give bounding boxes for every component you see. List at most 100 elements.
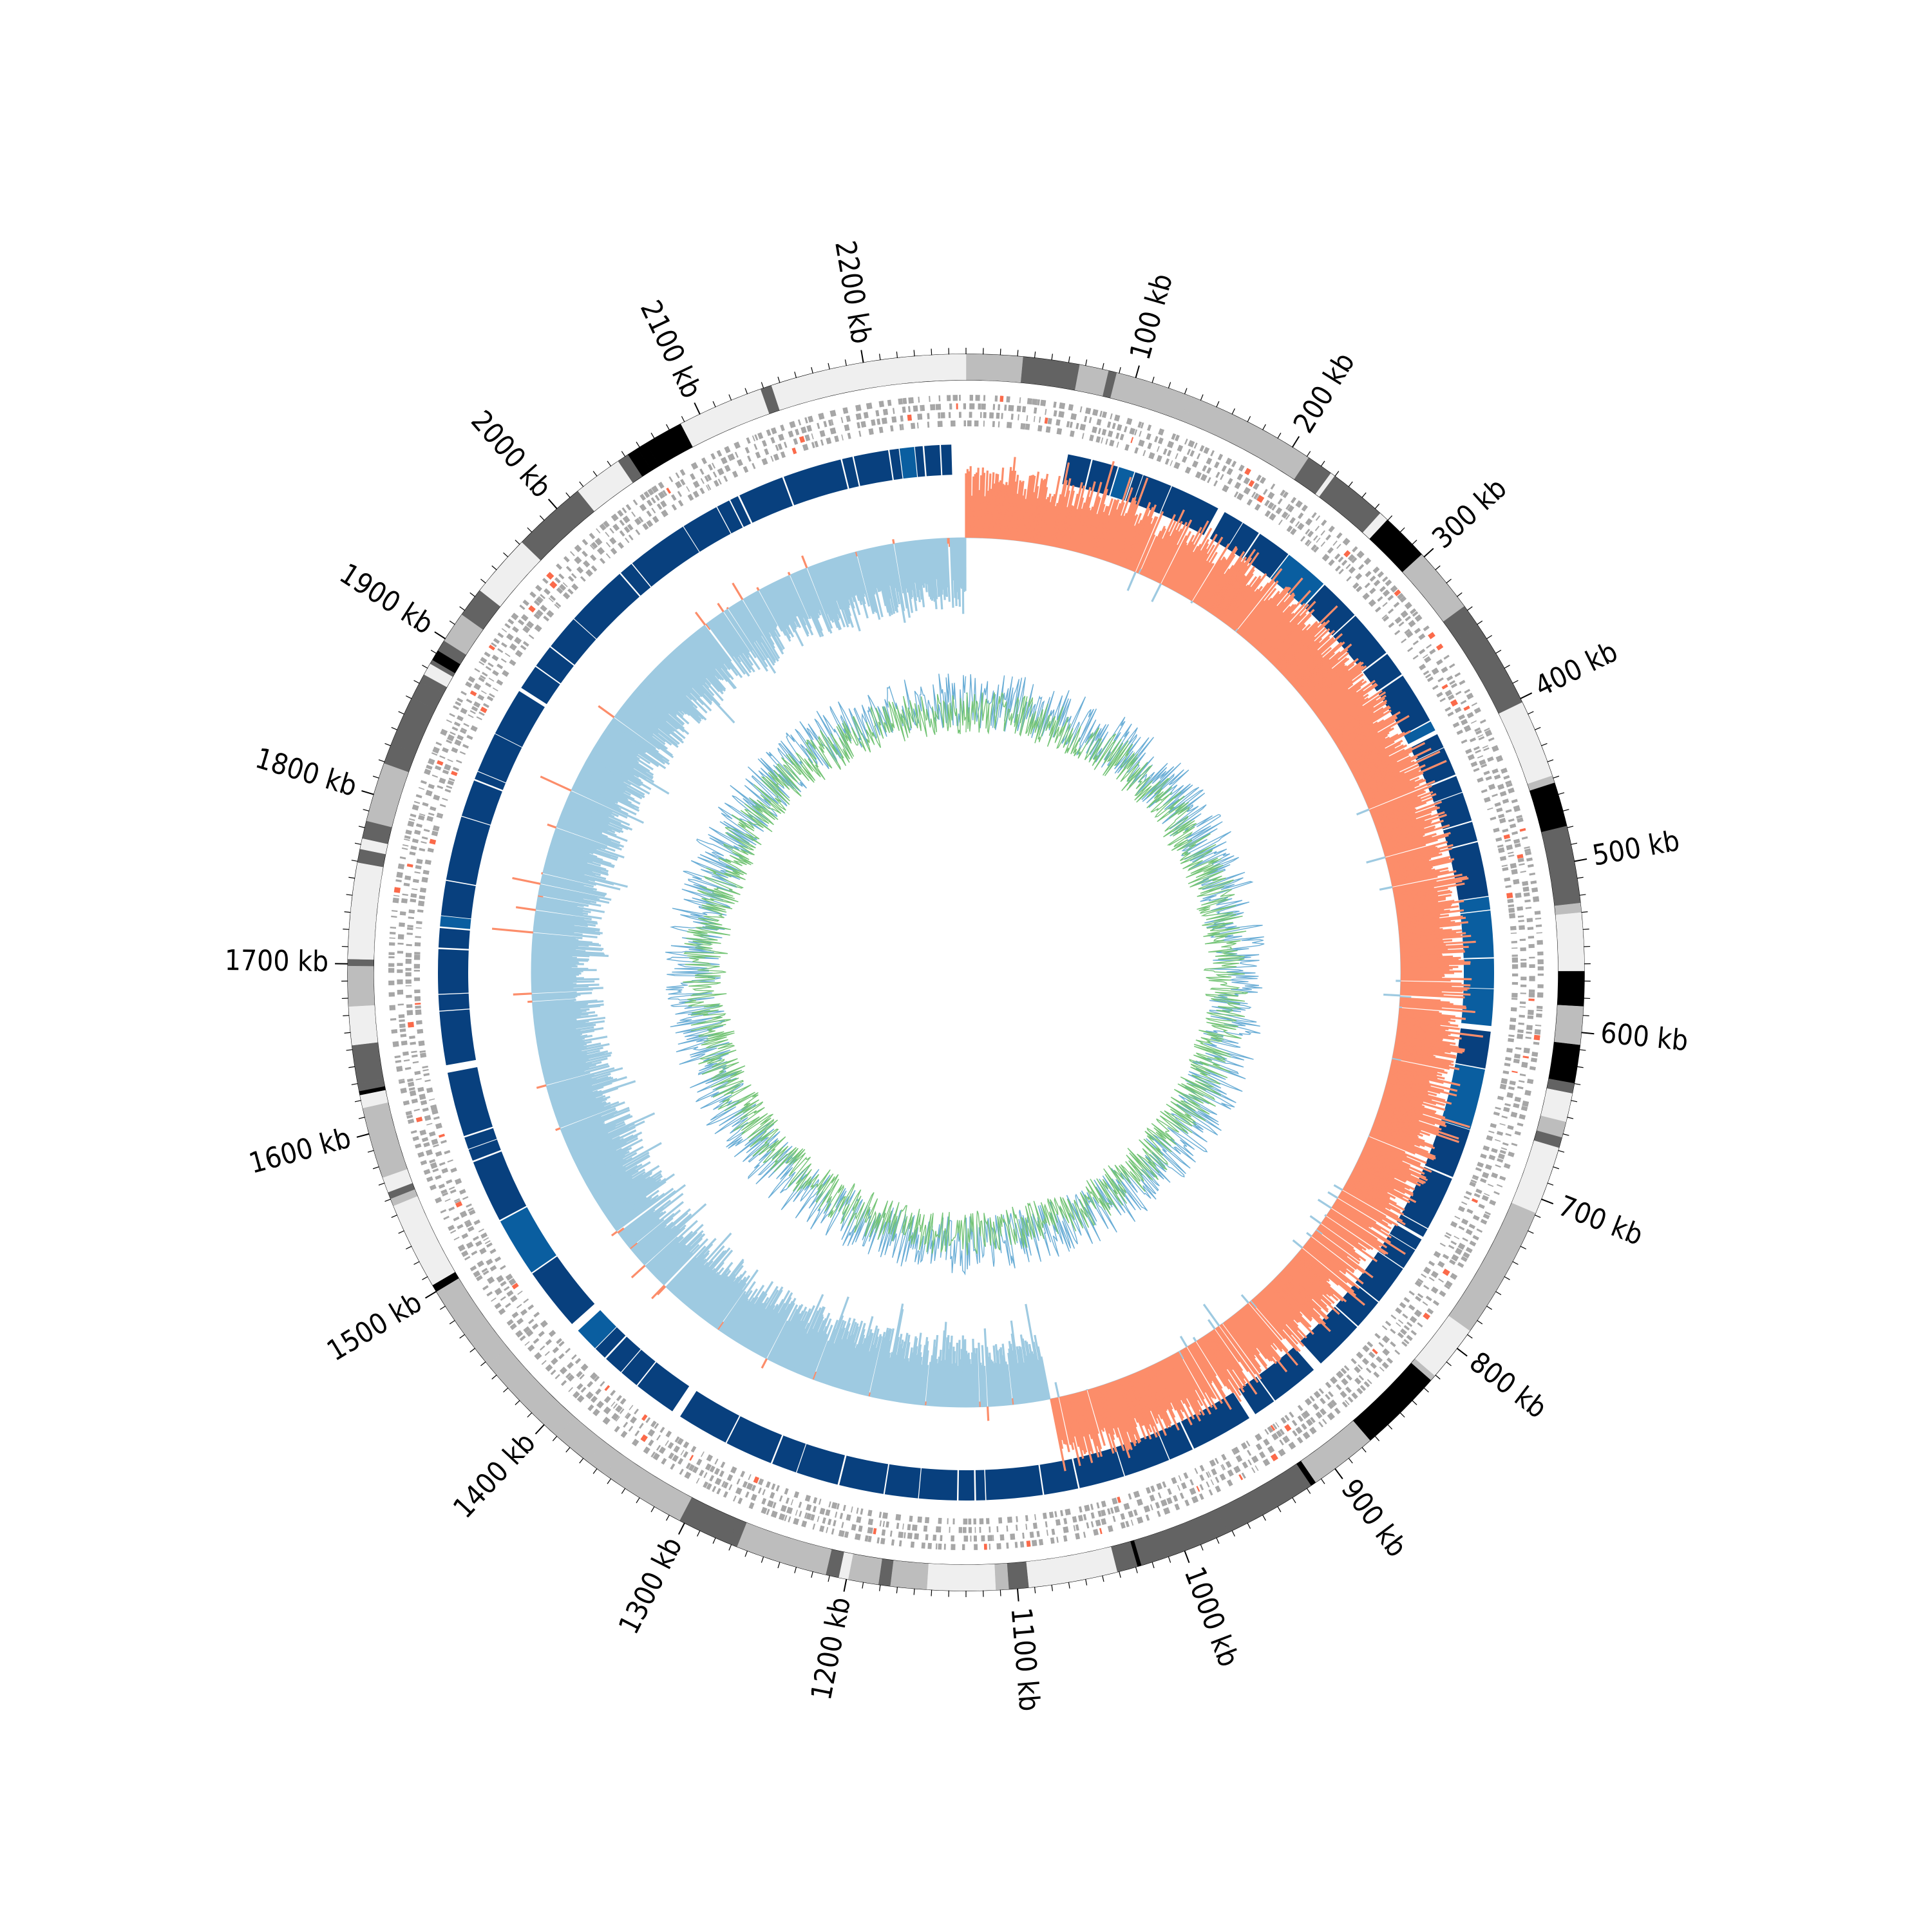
gene-feature	[914, 1533, 919, 1540]
skew-bar	[597, 1173, 643, 1204]
gene-feature	[419, 813, 426, 817]
gene-feature	[798, 1501, 802, 1508]
skew-bar	[1343, 1185, 1399, 1218]
axis-tick	[1577, 1066, 1584, 1068]
skew-bar	[658, 664, 708, 714]
gene-feature	[1220, 474, 1224, 480]
skew-bar	[1400, 965, 1459, 969]
gene-feature	[617, 509, 624, 517]
skew-bar	[1323, 694, 1369, 726]
gene-feature	[1305, 529, 1311, 535]
skew-bar	[747, 595, 770, 633]
gene-feature	[639, 1423, 644, 1429]
skew-bar	[1030, 498, 1039, 543]
skew-bar	[1239, 599, 1269, 636]
gene-feature	[1163, 1507, 1171, 1515]
skew-bar	[657, 1245, 692, 1280]
gene-feature	[1226, 1479, 1233, 1487]
skew-bar	[957, 538, 961, 607]
skew-bar	[536, 1034, 588, 1045]
gene-feature	[1321, 1419, 1327, 1425]
gene-feature	[1404, 629, 1410, 634]
skew-bar	[1066, 509, 1079, 551]
skew-bar	[537, 897, 584, 907]
gene-feature	[415, 865, 422, 869]
gene-feature	[399, 1028, 406, 1032]
gene-feature	[496, 679, 504, 686]
skew-bar	[750, 1303, 779, 1351]
skew-bar	[938, 538, 943, 595]
gene-feature	[819, 1499, 822, 1505]
gene-feature	[882, 1512, 888, 1519]
skew-bar	[1028, 1343, 1041, 1401]
skew-bar	[1332, 707, 1384, 741]
skew-bar	[729, 1284, 765, 1338]
skew-bar	[1156, 522, 1188, 583]
axis-tick-label: 1500 kb	[321, 1286, 428, 1368]
gene-feature	[799, 435, 806, 443]
skew-bar	[1310, 1236, 1355, 1272]
gene-feature	[806, 1513, 812, 1520]
gene-feature	[822, 1517, 826, 1524]
skew-bar	[532, 995, 578, 1000]
gene-feature	[1508, 904, 1515, 907]
axis-tick	[1486, 635, 1493, 639]
skew-bar	[651, 670, 699, 717]
skew-bar	[911, 1332, 922, 1404]
gene-feature	[1524, 851, 1532, 856]
gene-feature	[477, 1260, 485, 1267]
gene-feature	[647, 488, 654, 496]
gene-feature	[1466, 1208, 1473, 1215]
skew-bar	[616, 712, 667, 750]
axis-tick	[367, 1150, 374, 1153]
skew-bar	[928, 1340, 936, 1406]
skew-bar	[603, 1178, 656, 1215]
gene-feature	[1107, 1508, 1111, 1515]
skew-bar	[1058, 485, 1075, 549]
gene-feature	[762, 1489, 766, 1495]
skew-bar	[905, 542, 918, 612]
skew-bar	[820, 1320, 845, 1383]
gene-feature	[1469, 737, 1477, 743]
skew-bar	[1307, 1240, 1347, 1273]
gene-feature	[902, 406, 906, 413]
skew-bar	[1379, 1106, 1419, 1122]
gene-feature	[998, 421, 1000, 428]
gene-feature	[795, 1510, 798, 1516]
gene-feature	[963, 1535, 969, 1542]
gene-feature	[1170, 460, 1173, 466]
gene-feature	[569, 551, 575, 556]
skew-bar	[711, 1278, 746, 1327]
skew-bar	[1341, 1190, 1387, 1218]
skew-bar	[873, 547, 889, 613]
skew-bar	[699, 627, 739, 676]
skew-bar	[539, 1043, 610, 1059]
skew-bar	[1071, 502, 1086, 551]
skew-bar	[568, 1122, 626, 1150]
gene-feature	[938, 1543, 942, 1550]
skew-bar	[853, 552, 871, 607]
skew-bar	[1379, 819, 1444, 842]
skew-bar	[724, 1300, 749, 1336]
skew-bar	[1181, 1349, 1218, 1410]
axis-tick	[744, 388, 748, 395]
gene-feature	[393, 887, 401, 893]
gene-feature	[611, 1401, 616, 1407]
skew-bar	[992, 474, 999, 539]
skew-bar	[1032, 1341, 1046, 1401]
skew-bar	[1395, 895, 1439, 904]
axis-tick	[650, 432, 655, 439]
gene-feature	[1478, 1204, 1485, 1209]
skew-bar	[1372, 1124, 1435, 1150]
gene-feature	[710, 453, 716, 460]
gene-feature	[538, 596, 544, 601]
skew-bar	[879, 1352, 891, 1399]
skew-bar	[870, 1337, 886, 1397]
skew-bar	[553, 835, 619, 859]
skew-bar	[717, 614, 753, 667]
skew-bar	[1311, 665, 1367, 709]
skew-bar	[784, 576, 805, 619]
axis-tick	[621, 1488, 626, 1494]
gene-feature	[1156, 1482, 1163, 1490]
skew-bar	[811, 1371, 817, 1380]
